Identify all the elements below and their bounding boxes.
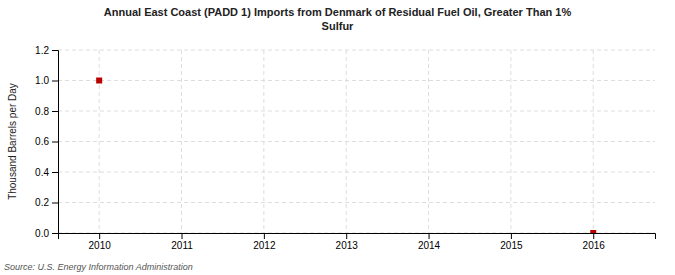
axis-line [59,234,656,240]
grid-line [181,50,182,233]
tick-mark [182,233,183,239]
grid-line [346,50,347,233]
tick-label: 1.2 [35,45,49,56]
tick-label: 2011 [171,240,193,251]
tick-label: 0.6 [35,136,49,147]
tick-label: 0.0 [35,228,49,239]
tick-mark [429,233,430,239]
tick-label: 0.2 [35,197,49,208]
grid-line [99,50,100,233]
tick: 2012 [253,233,276,251]
tick-mark [264,233,265,239]
tick-mark [52,81,58,82]
title: Annual East Coast (PADD 1) Imports from … [104,6,572,32]
tick: 2016 [583,233,606,251]
tick: 1.2 [35,45,58,56]
grid-line [58,172,655,173]
tick-mark [52,172,58,173]
tick: 0.0 [35,228,58,239]
point [590,230,596,233]
tick: 2011 [171,233,193,251]
tick-mark [52,233,58,234]
source: Source: U.S. Energy Information Administ… [4,262,193,272]
tick-label: 1.0 [35,75,49,86]
tick: 0.2 [35,197,58,208]
tick-label: 2013 [336,240,359,251]
point [96,78,102,84]
axis-line [52,51,59,234]
tick-mark [52,111,58,112]
tick-label: 2012 [253,240,276,251]
tick-mark [593,233,594,239]
tick: 0.4 [35,167,58,178]
chart: Annual East Coast (PADD 1) Imports from … [0,0,675,275]
tick: 2010 [89,233,112,251]
tick: 0.8 [35,106,58,117]
grid-line [58,50,655,51]
marks [96,78,596,234]
tick: 0.6 [35,136,58,147]
grid-line [593,50,594,233]
tick: 1.0 [35,75,58,86]
tick-label: 2015 [500,240,523,251]
grid-line [58,141,655,142]
tick-mark [52,203,58,204]
grid-line [58,80,655,81]
tick-label: 2014 [418,240,441,251]
tick-label: 2016 [583,240,606,251]
tick-label: 2010 [89,240,112,251]
tick-mark [52,50,58,51]
tick-mark [52,142,58,143]
plot: 2010 2011 2012 2013 2014 2015 2016 0.0 0.2 0.4 0.6… [35,45,655,251]
grid-line [428,50,429,233]
grid [58,50,655,233]
grid-line [58,111,655,112]
tick-mark [346,233,347,239]
grid-line [510,50,511,233]
tick: 2014 [418,233,441,251]
x-axis: 2010 2011 2012 2013 2014 2015 2016 [59,233,656,251]
tick-label: 0.8 [35,106,49,117]
tick: 2015 [500,233,523,251]
tick-label: 0.4 [35,167,49,178]
y-axis-label: Thousand Barrels per Day [7,83,18,200]
grid-line [263,50,264,233]
grid-line [58,202,655,203]
tick-mark [511,233,512,239]
y-axis: 0.0 0.2 0.4 0.6 0.8 1.0 1.2 [35,45,58,239]
tick: 2013 [336,233,359,251]
title-line: Annual East Coast (PADD 1) Imports from … [104,6,572,18]
tick-mark [99,233,100,239]
title-line: Sulfur [322,20,354,32]
